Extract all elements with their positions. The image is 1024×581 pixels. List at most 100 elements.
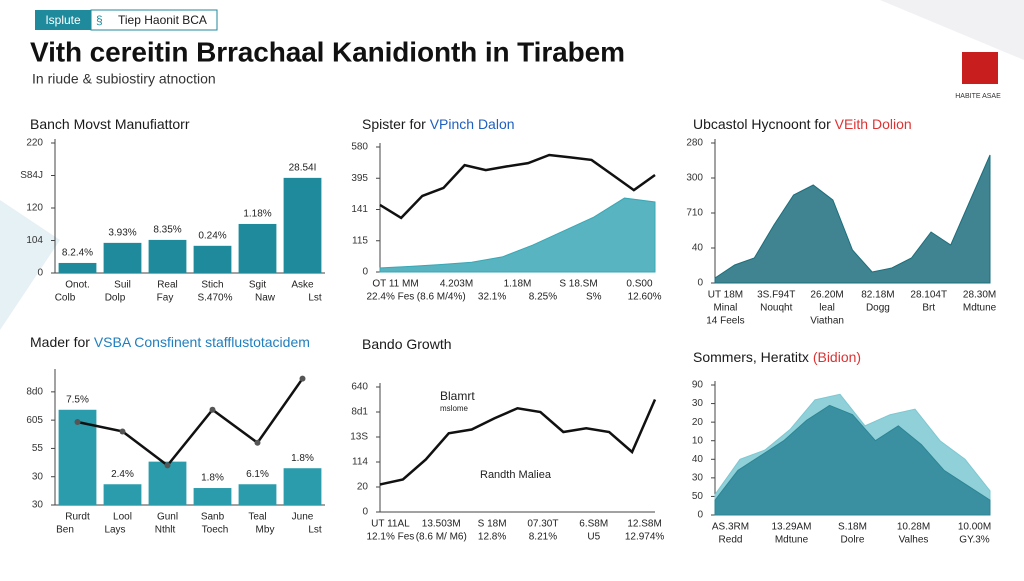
point: [119, 428, 126, 435]
value-label: 1.8%: [291, 453, 314, 464]
x-label: Viathan: [810, 316, 844, 327]
annotation: Randth Maliea: [480, 469, 552, 481]
x-label: Fay: [157, 293, 174, 304]
y-tick-label: 90: [692, 380, 704, 391]
bar: [148, 239, 187, 273]
value-label: 3.93%: [108, 228, 136, 239]
y-tick-label: 0: [362, 507, 368, 518]
y-tick-label: 220: [26, 138, 43, 149]
value-label: 8.35%: [153, 225, 181, 236]
x-label: Nthlt: [155, 525, 176, 536]
x-label: UT 11AL: [371, 519, 410, 530]
area: [379, 197, 656, 273]
x-label: S 18M: [478, 519, 507, 530]
x-label: GY.3%: [959, 535, 989, 546]
x-label: (8.6 M/4%): [417, 292, 466, 303]
x-label: Nouqht: [760, 303, 792, 314]
logo-mark: [962, 52, 998, 84]
point: [299, 375, 306, 382]
point: [74, 419, 81, 426]
logo-text: HABITE ASAE: [955, 93, 1001, 100]
x-tick-label: Stich: [201, 280, 223, 291]
x-label: U5: [587, 532, 600, 543]
x-label: Lst: [308, 525, 322, 536]
x-label: 12.S8M: [627, 519, 661, 530]
y-tick-label: 300: [686, 173, 703, 184]
badge-bg: [35, 10, 91, 30]
bar: [283, 177, 322, 273]
x-label: 12.974%: [625, 532, 665, 543]
title-main: Mader for: [30, 334, 94, 350]
bar: [193, 488, 232, 505]
x-label: AS.3RM: [712, 522, 749, 533]
y-tick-label: 605: [26, 415, 43, 426]
x-label: 12.8%: [478, 532, 506, 543]
x-label: 3S.F94T: [757, 290, 795, 301]
x-tick-label: Lool: [113, 512, 132, 523]
x-label: 32.1%: [478, 292, 506, 303]
x-label: 13.29AM: [771, 522, 811, 533]
x-label: Minal: [713, 303, 737, 314]
x-label: 22.4% Fes: [367, 292, 415, 303]
bar: [193, 245, 232, 273]
x-label: (8.6 M/ M6): [416, 532, 467, 543]
y-tick-label: 0: [362, 267, 368, 278]
y-tick-label: 280: [686, 138, 703, 149]
x-label: Mdtune: [963, 303, 997, 314]
y-tick-label: 0: [37, 268, 43, 279]
x-tick-label: Rurdt: [65, 512, 90, 523]
x-label: Brt: [922, 303, 935, 314]
line: [379, 153, 656, 220]
y-tick-label: 104: [26, 235, 43, 246]
x-label: 10.28M: [897, 522, 930, 533]
bar: [103, 242, 142, 273]
bar: [103, 484, 142, 505]
bar: [238, 484, 277, 505]
y-tick-label: 30: [32, 471, 44, 482]
value-label: 28.54I: [289, 163, 317, 174]
point: [254, 439, 261, 446]
x-label: Redd: [719, 535, 743, 546]
x-label: Colb: [55, 293, 76, 304]
y-tick-label: 0: [697, 278, 703, 289]
x-tick-label: Gunl: [157, 512, 178, 523]
y-tick-label: 114: [352, 457, 368, 468]
x-label: Mby: [256, 525, 275, 536]
y-tick-label: 580: [351, 142, 368, 153]
y-tick-label: 8d0: [26, 386, 43, 397]
area: [714, 404, 991, 516]
title-main: Spister for: [362, 116, 430, 132]
x-tick-label: Sanb: [201, 512, 225, 523]
bar: [238, 223, 277, 273]
line: [77, 377, 304, 468]
y-tick-label: 395: [351, 173, 368, 184]
value-label: 0.24%: [198, 230, 226, 241]
title-main: Banch Movst Manufiattorr: [30, 116, 190, 132]
chart-title: Banch Movst Manufiattorr: [30, 116, 190, 132]
bar: [58, 262, 97, 273]
x-label: 12.1% Fes: [367, 532, 415, 543]
line: [379, 398, 657, 486]
x-label: Dolp: [105, 293, 126, 304]
x-label: S.470%: [197, 293, 232, 304]
x-label: Naw: [255, 293, 276, 304]
y-tick-label: 55: [32, 443, 44, 454]
y-tick-label: 30: [32, 500, 44, 511]
y-tick-label: 20: [692, 417, 704, 428]
x-label: Ben: [56, 525, 74, 536]
page-title: Vith cereitin Brrachaal Kanidionth in Ti…: [30, 36, 625, 67]
x-label: 12.60%: [628, 292, 662, 303]
x-label: 1.18M: [504, 279, 532, 290]
x-label: 07.30T: [527, 519, 558, 530]
y-tick-label: 40: [692, 243, 704, 254]
x-label: Valhes: [899, 535, 929, 546]
x-tick-label: Sgit: [249, 280, 266, 291]
annotation: mslome: [440, 404, 469, 413]
bar: [283, 468, 322, 505]
y-tick-label: S84J: [20, 170, 43, 181]
y-tick-label: 710: [686, 208, 703, 219]
value-label: 7.5%: [66, 394, 89, 405]
y-tick-label: 10: [692, 435, 704, 446]
x-label: 13.503M: [422, 519, 461, 530]
x-label: OT 11 MM: [372, 279, 418, 290]
